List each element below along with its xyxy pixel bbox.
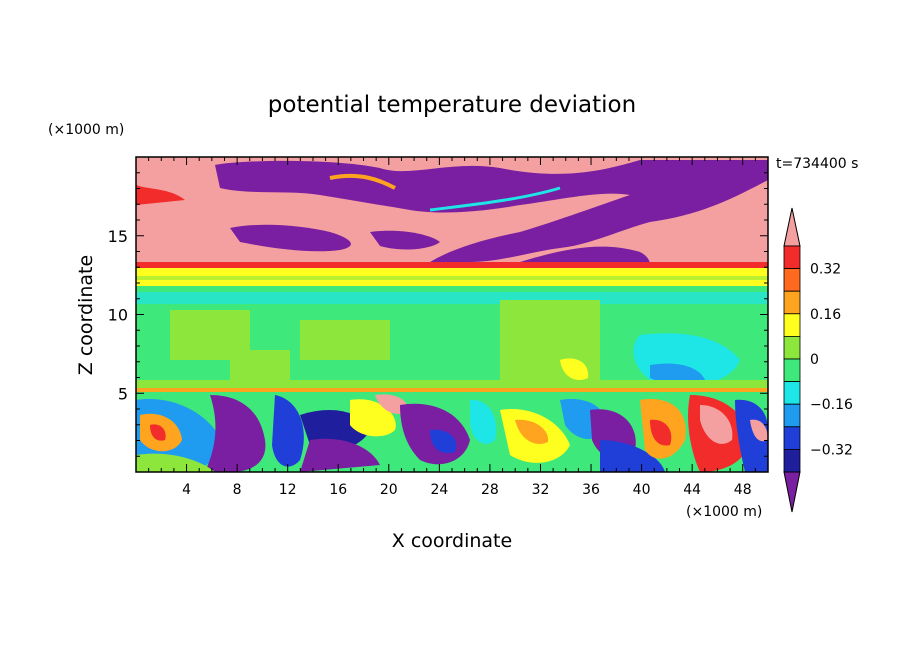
colorbar-level: [783, 335, 801, 360]
x-tick-label: 28: [481, 482, 499, 498]
x-tick-label: 4: [182, 482, 191, 498]
y-unit-label: (×1000 m): [48, 122, 124, 138]
x-tick-label: 40: [633, 482, 651, 498]
colorbar-level: [783, 290, 801, 315]
colorbar-level: [783, 426, 801, 450]
x-axis-label: X coordinate: [392, 530, 512, 552]
y-axis-ticks: 5 10 15: [108, 172, 768, 457]
x-tick-label: 48: [734, 482, 752, 498]
x-tick-label: 32: [532, 482, 550, 498]
colorbar-extend-max: [783, 207, 801, 247]
colorbar-tick-label: 0.32: [810, 262, 841, 278]
x-tick-label: 44: [683, 482, 701, 498]
x-tick-label: 16: [329, 482, 347, 498]
colorbar-tick-label: 0: [810, 352, 819, 368]
x-axis-ticks: 4 8 12 16 20 24 28 32 36 40 44 48: [148, 157, 756, 498]
colorbar: 0.32 0.16 0 −0.16 −0.32: [783, 207, 853, 513]
chart-title: potential temperature deviation: [268, 92, 636, 118]
colorbar-level: [783, 313, 801, 337]
colorbar-tick-label: 0.16: [810, 307, 841, 323]
colorbar-level: [783, 358, 801, 383]
y-tick-label: 15: [108, 227, 128, 246]
colorbar-tick-label: −0.32: [810, 442, 853, 458]
y-tick-label: 5: [118, 384, 128, 403]
time-label: t=734400 s: [776, 156, 858, 172]
x-tick-label: 12: [279, 482, 297, 498]
colorbar-tick-label: −0.16: [810, 397, 853, 413]
x-tick-label: 36: [582, 482, 600, 498]
colorbar-level: [783, 268, 801, 292]
colorbar-extend-min: [783, 471, 801, 513]
contour-field: [136, 157, 768, 472]
x-tick-label: 24: [430, 482, 448, 498]
x-unit-label: (×1000 m): [686, 504, 762, 520]
y-axis-label: Z coordinate: [75, 255, 97, 375]
colorbar-level: [783, 448, 801, 473]
colorbar-level: [783, 245, 801, 270]
y-tick-label: 10: [108, 306, 128, 325]
x-tick-label: 8: [233, 482, 242, 498]
x-tick-label: 20: [380, 482, 398, 498]
colorbar-level: [783, 403, 801, 428]
colorbar-level: [783, 381, 801, 405]
